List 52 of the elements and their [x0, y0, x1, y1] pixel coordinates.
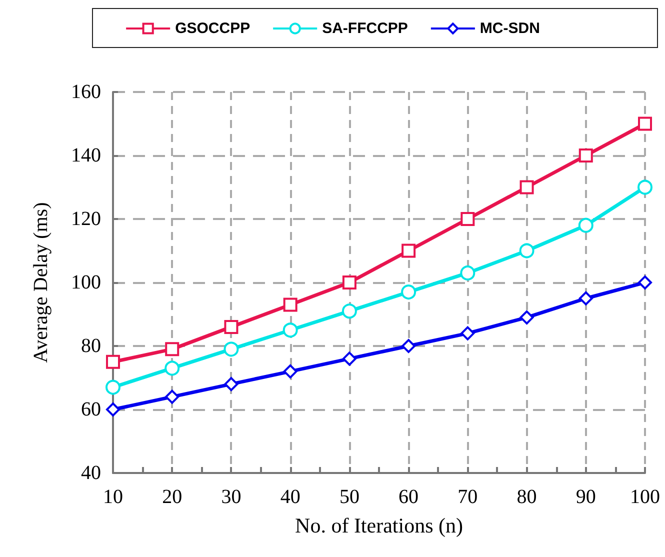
x-tick-label: 40 — [280, 486, 300, 508]
point — [106, 354, 120, 369]
point — [342, 352, 356, 366]
x-tick-label: 20 — [162, 486, 182, 508]
point — [460, 212, 475, 226]
point — [224, 377, 238, 392]
point — [578, 291, 593, 306]
point — [402, 339, 416, 353]
y-tick-label: 60 — [81, 398, 101, 420]
point — [460, 265, 476, 280]
point — [401, 284, 416, 300]
point — [283, 364, 298, 378]
point — [164, 360, 180, 376]
legend-label: GSOCCPP — [175, 20, 250, 37]
point — [520, 310, 534, 324]
y-tick-label: 80 — [81, 335, 101, 357]
point — [402, 244, 416, 258]
x-tick-label: 30 — [221, 486, 242, 508]
x-tick-label: 90 — [576, 486, 596, 508]
point — [638, 116, 652, 131]
x-tick-label: 10 — [103, 486, 123, 508]
y-tick-label: 140 — [71, 144, 101, 166]
point — [638, 276, 652, 290]
legend-label: MC-SDN — [480, 20, 540, 37]
point — [638, 180, 652, 195]
x-tick-label: 50 — [339, 486, 360, 508]
point — [342, 304, 357, 319]
point — [165, 342, 180, 356]
point — [165, 390, 180, 404]
point — [283, 298, 298, 312]
point — [578, 148, 593, 162]
legend-label: SA-FFCCPP — [322, 20, 408, 37]
point — [224, 342, 239, 357]
y-tick-label: 40 — [81, 462, 101, 484]
point — [520, 180, 534, 194]
point — [106, 402, 120, 416]
x-tick-label: 70 — [458, 486, 478, 508]
point — [578, 218, 594, 233]
y-axis-title: Average Delay (ms) — [30, 202, 52, 363]
point — [342, 276, 356, 290]
point — [106, 380, 120, 395]
point — [282, 322, 298, 338]
point — [224, 320, 238, 334]
x-tick-label: 100 — [630, 486, 660, 508]
x-tick-label: 80 — [516, 486, 537, 508]
x-tick-label: 60 — [398, 486, 419, 508]
x-axis-title: No. of Iterations (n) — [295, 514, 463, 538]
point — [460, 326, 475, 340]
y-tick-label: 160 — [71, 81, 101, 103]
y-tick-label: 120 — [71, 208, 101, 230]
point — [519, 243, 534, 258]
y-tick-label: 100 — [71, 272, 101, 294]
